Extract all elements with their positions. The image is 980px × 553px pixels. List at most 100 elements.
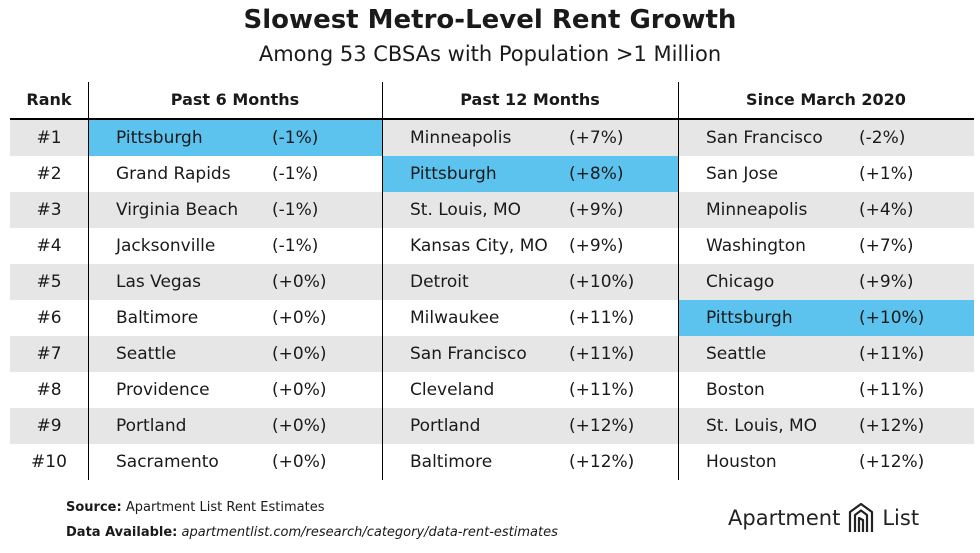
metro-cell: St. Louis, MO (+12%): [678, 408, 974, 444]
source-note: Source: Apartment List Rent Estimates: [66, 500, 324, 515]
metro-cell: Portland (+12%): [382, 408, 678, 444]
header-divider: [10, 118, 974, 120]
rank-cell: #5: [36, 272, 62, 292]
metro-name: Minneapolis: [410, 128, 512, 148]
metro-cell: Chicago (+9%): [678, 264, 974, 300]
rank-cell: #8: [36, 380, 62, 400]
metro-name: Baltimore: [116, 308, 199, 328]
growth-value: (+0%): [272, 272, 327, 292]
metro-cell: Virginia Beach (-1%): [88, 192, 382, 228]
metro-cell: Houston (+12%): [678, 444, 974, 480]
header-past-12-months: Past 12 Months: [460, 90, 600, 109]
growth-value: (+12%): [859, 452, 925, 472]
metro-cell: Minneapolis (+7%): [382, 120, 678, 156]
metro-name: Milwaukee: [410, 308, 500, 328]
metro-name: San Francisco: [410, 344, 527, 364]
growth-value: (+7%): [859, 236, 914, 256]
rank-cell: #3: [36, 200, 62, 220]
metro-name: San Jose: [706, 164, 779, 184]
table-row: #2 Grand Rapids (-1%) Pittsburgh (+8%) San Jo…: [10, 156, 974, 192]
column-divider: [88, 82, 89, 480]
metro-name: Sacramento: [116, 452, 219, 472]
metro-name: Cleveland: [410, 380, 495, 400]
metro-cell: Boston (+11%): [678, 372, 974, 408]
apartment-list-logo-icon: [849, 502, 874, 532]
growth-value: (+4%): [859, 200, 914, 220]
metro-name: Seattle: [116, 344, 177, 364]
growth-value: (-1%): [272, 128, 319, 148]
chart-subtitle: Among 53 CBSAs with Population >1 Millio…: [258, 42, 722, 66]
table-row: #5 Las Vegas (+0%) Detroit (+10%) Chicago (+9%…: [10, 264, 974, 300]
growth-value: (+12%): [859, 416, 925, 436]
metro-name: St. Louis, MO: [410, 200, 522, 220]
metro-cell: Sacramento (+0%): [88, 444, 382, 480]
growth-value: (+11%): [569, 380, 635, 400]
metro-cell: Seattle (+0%): [88, 336, 382, 372]
growth-value: (-2%): [859, 128, 906, 148]
chart-title: Slowest Metro-Level Rent Growth: [243, 5, 737, 35]
rank-cell: #4: [36, 236, 62, 256]
highlighted-cell: Pittsburgh (+10%): [678, 300, 974, 336]
rank-cell: #2: [36, 164, 62, 184]
metro-name: Pittsburgh: [706, 308, 793, 328]
data-available-label: Data Available:: [66, 525, 178, 540]
data-available-note: Data Available: apartmentlist.com/resear…: [66, 525, 558, 540]
metro-cell: Baltimore (+12%): [382, 444, 678, 480]
header-rank: Rank: [26, 90, 72, 109]
metro-name: Detroit: [410, 272, 469, 292]
apartment-list-logo: Apartment List: [728, 500, 919, 536]
growth-value: (-1%): [272, 236, 319, 256]
growth-value: (+10%): [859, 308, 925, 328]
table-row: #4 Jacksonville (-1%) Kansas City, MO (+9%) W…: [10, 228, 974, 264]
growth-value: (+0%): [272, 452, 327, 472]
metro-name: St. Louis, MO: [706, 416, 818, 436]
table-row: #6 Baltimore (+0%) Milwaukee (+11%) Pittsburg…: [10, 300, 974, 336]
metro-name: Washington: [706, 236, 806, 256]
rent-growth-table: Rank Past 6 Months Past 12 Months Since …: [10, 82, 974, 480]
metro-cell: Cleveland (+11%): [382, 372, 678, 408]
table-row: #9 Portland (+0%) Portland (+12%) St. Louis, …: [10, 408, 974, 444]
growth-value: (+12%): [569, 416, 635, 436]
metro-cell: Baltimore (+0%): [88, 300, 382, 336]
metro-name: Chicago: [706, 272, 775, 292]
growth-value: (-1%): [272, 200, 319, 220]
growth-value: (+0%): [272, 416, 327, 436]
metro-name: Jacksonville: [116, 236, 216, 256]
metro-name: Las Vegas: [116, 272, 201, 292]
growth-value: (+11%): [569, 308, 635, 328]
growth-value: (+1%): [859, 164, 914, 184]
metro-cell: Kansas City, MO (+9%): [382, 228, 678, 264]
table-row: #8 Providence (+0%) Cleveland (+11%) Boston (+…: [10, 372, 974, 408]
metro-cell: Milwaukee (+11%): [382, 300, 678, 336]
growth-value: (+7%): [569, 128, 624, 148]
growth-value: (+11%): [859, 380, 925, 400]
growth-value: (+11%): [859, 344, 925, 364]
growth-value: (+0%): [272, 308, 327, 328]
source-text: Apartment List Rent Estimates: [125, 500, 325, 515]
metro-name: Portland: [410, 416, 481, 436]
header-past-6-months: Past 6 Months: [170, 90, 300, 109]
header-since-march-2020: Since March 2020: [746, 90, 906, 109]
metro-cell: Las Vegas (+0%): [88, 264, 382, 300]
metro-name: Virginia Beach: [116, 200, 239, 220]
metro-name: Grand Rapids: [116, 164, 231, 184]
metro-cell: Grand Rapids (-1%): [88, 156, 382, 192]
rank-cell: #9: [36, 416, 62, 436]
metro-cell: Seattle (+11%): [678, 336, 974, 372]
growth-value: (+10%): [569, 272, 635, 292]
metro-cell: Minneapolis (+4%): [678, 192, 974, 228]
growth-value: (+0%): [272, 344, 327, 364]
metro-name: Portland: [116, 416, 187, 436]
source-label: Source:: [66, 500, 122, 515]
metro-name: Pittsburgh: [116, 128, 203, 148]
rank-cell: #6: [36, 308, 62, 328]
metro-name: Houston: [706, 452, 777, 472]
column-divider: [678, 82, 679, 480]
growth-value: (+0%): [272, 380, 327, 400]
highlighted-cell: Pittsburgh (+8%): [382, 156, 678, 192]
metro-name: Minneapolis: [706, 200, 808, 220]
metro-cell: San Francisco (+11%): [382, 336, 678, 372]
growth-value: (-1%): [272, 164, 319, 184]
table-row: #1 Pittsburgh (-1%) Minneapolis (+7%) San Fra…: [10, 120, 974, 156]
metro-name: Providence: [116, 380, 210, 400]
